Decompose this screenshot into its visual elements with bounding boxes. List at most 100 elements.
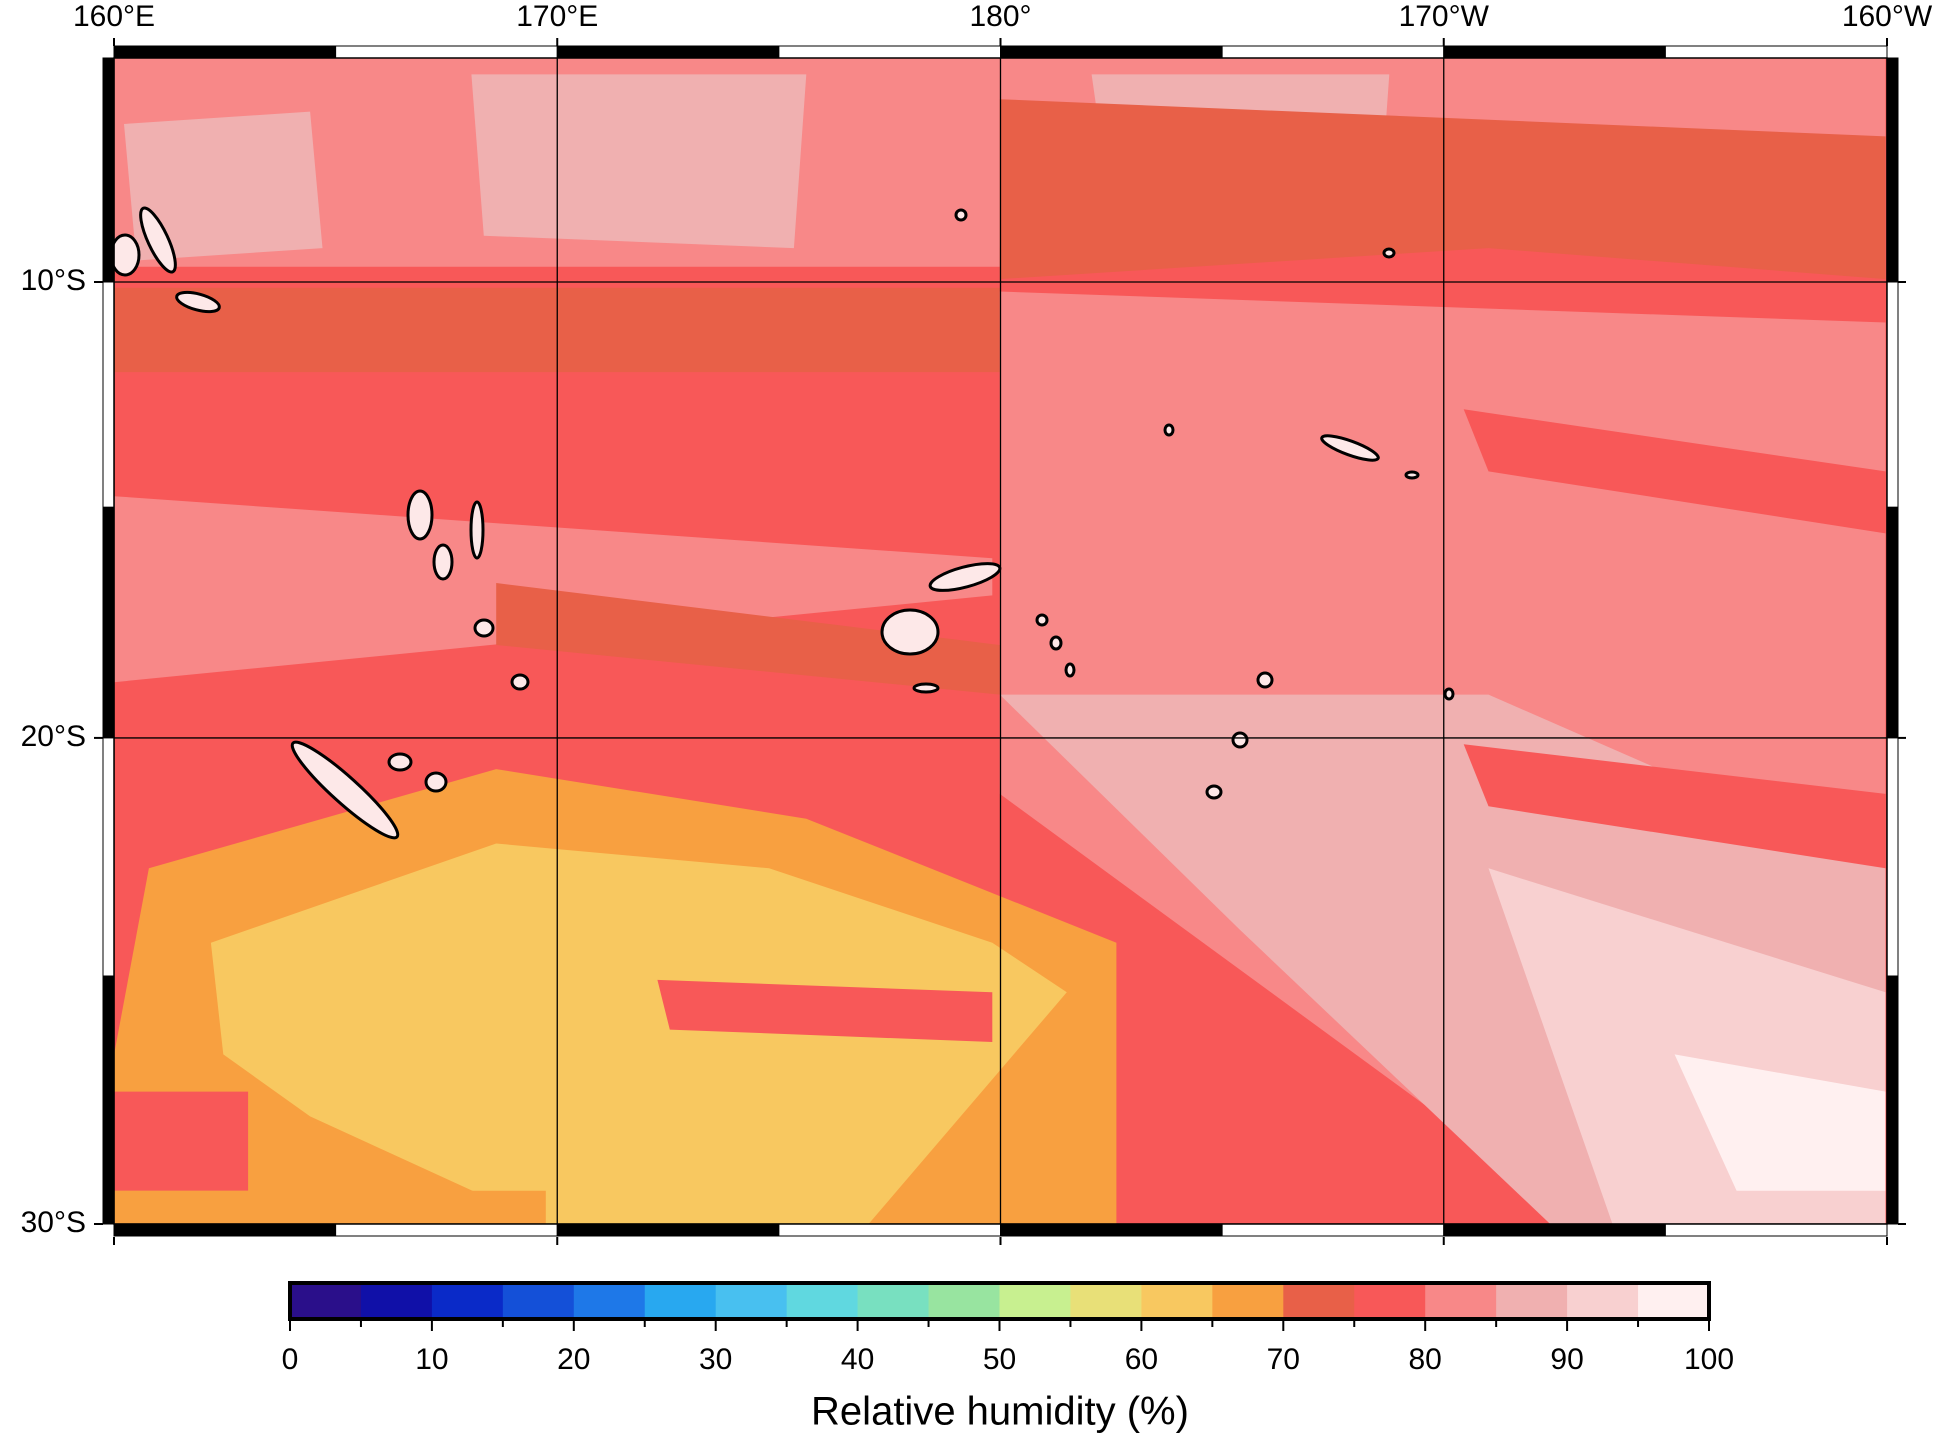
frame-segment: [556, 45, 780, 59]
frame-segment: [102, 737, 115, 977]
frame-segment: [1443, 1223, 1666, 1237]
colorbar-segment: [1425, 1283, 1497, 1319]
frame-segment: [778, 45, 1001, 59]
lon-label: 160°W: [1842, 0, 1933, 33]
island: [912, 682, 940, 694]
frame-segment: [102, 975, 115, 1225]
island: [139, 206, 177, 274]
colorbar-segment: [502, 1283, 575, 1319]
island: [1443, 687, 1455, 701]
frame-segment: [1886, 506, 1899, 739]
frame-segment: [1221, 1223, 1445, 1237]
axis-labels: 160°E 170°E 180° 170°W 160°W 10°S 20°S 30°S: [21, 0, 1933, 1239]
frame-segment: [1664, 45, 1888, 59]
humidity-region: [114, 496, 993, 683]
frame-segment: [1886, 281, 1899, 508]
colorbar-title: Relative humidity (%): [811, 1390, 1189, 1434]
coastlines: [114, 206, 1455, 840]
colorbar-segment: [573, 1283, 646, 1319]
colorbar-tick-label: 10: [415, 1343, 448, 1376]
colorbar-segment: [431, 1283, 504, 1319]
island: [1256, 671, 1274, 689]
colorbar-segment: [1496, 1283, 1568, 1319]
colorbar-tick-label: 70: [1267, 1343, 1300, 1376]
colorbar-segment: [1283, 1283, 1355, 1319]
map-border: [113, 57, 1888, 1225]
island: [954, 208, 968, 222]
island: [290, 740, 400, 840]
island: [469, 500, 485, 560]
colorbar-tick-label: 0: [282, 1343, 299, 1376]
frame-segment: [1221, 45, 1445, 59]
colorbar-tick-label: 100: [1684, 1343, 1734, 1376]
colorbar-tick-label: 20: [557, 1343, 590, 1376]
colorbar-segment: [1070, 1283, 1142, 1319]
frame-segment: [556, 1223, 780, 1237]
lat-label: 10°S: [21, 264, 86, 297]
lon-label: 160°E: [73, 0, 155, 33]
humidity-region: [999, 99, 1886, 280]
frame-segment: [102, 281, 115, 508]
humidity-region: [114, 1091, 249, 1191]
island: [510, 673, 530, 691]
island: [1320, 434, 1380, 462]
island: [1231, 731, 1249, 749]
frame-segment: [335, 1223, 558, 1237]
colorbar-tick-label: 50: [983, 1343, 1016, 1376]
colorbar-tick-label: 90: [1550, 1343, 1583, 1376]
humidity-region: [657, 979, 993, 1042]
island: [387, 752, 413, 772]
humidity-region: [1463, 409, 1886, 534]
frame-segment: [1000, 45, 1223, 59]
humidity-region: [496, 583, 1000, 695]
island: [1035, 613, 1049, 627]
lat-label: 30°S: [21, 1206, 86, 1239]
colorbar-tick-label: 80: [1409, 1343, 1442, 1376]
island: [424, 771, 448, 793]
frame-segment: [778, 1223, 1001, 1237]
humidity-region: [1463, 744, 1886, 869]
colorbar: 0 10 20 30 40 50 60 70 80 90 100: [282, 1281, 1734, 1376]
frame-segment: [1886, 975, 1899, 1225]
lat-label: 20°S: [21, 720, 86, 753]
island: [473, 618, 495, 638]
colorbar-segment: [1638, 1283, 1710, 1319]
map-frame: [102, 45, 1899, 1237]
frame-segment: [102, 506, 115, 739]
humidity-region: [1674, 1054, 1886, 1191]
island: [1049, 635, 1063, 651]
island: [432, 543, 454, 581]
frame-segment: [102, 57, 115, 283]
colorbar-segment: [786, 1283, 859, 1319]
frame-segment: [1443, 45, 1666, 59]
frame-segment: [113, 45, 337, 59]
frame-segment: [1000, 1223, 1223, 1237]
colorbar-segment: [857, 1283, 930, 1319]
island: [928, 562, 1002, 592]
island: [1163, 423, 1175, 437]
frame-segment: [1886, 737, 1899, 977]
humidity-region: [114, 1190, 546, 1224]
island: [1205, 784, 1223, 800]
colorbar-segment: [644, 1283, 717, 1319]
island: [1064, 662, 1076, 678]
island: [1404, 470, 1420, 480]
colorbar-tick-label: 40: [841, 1343, 874, 1376]
island: [406, 489, 434, 541]
frame-segment: [1886, 57, 1899, 283]
lon-label: 180°: [969, 0, 1031, 33]
colorbar-tick-label: 60: [1125, 1343, 1158, 1376]
island: [114, 233, 141, 277]
colorbar-segment: [1567, 1283, 1639, 1319]
colorbar-segment: [999, 1283, 1071, 1319]
island: [175, 290, 221, 314]
colorbar-tick-label: 30: [699, 1343, 732, 1376]
colorbar-segment: [928, 1283, 1000, 1319]
colorbar-segment: [1141, 1283, 1213, 1319]
frame-segment: [335, 45, 558, 59]
frame-segment: [1664, 1223, 1888, 1237]
colorbar-segment: [360, 1283, 433, 1319]
colorbar-segment: [1354, 1283, 1426, 1319]
humidity-region: [471, 74, 807, 249]
